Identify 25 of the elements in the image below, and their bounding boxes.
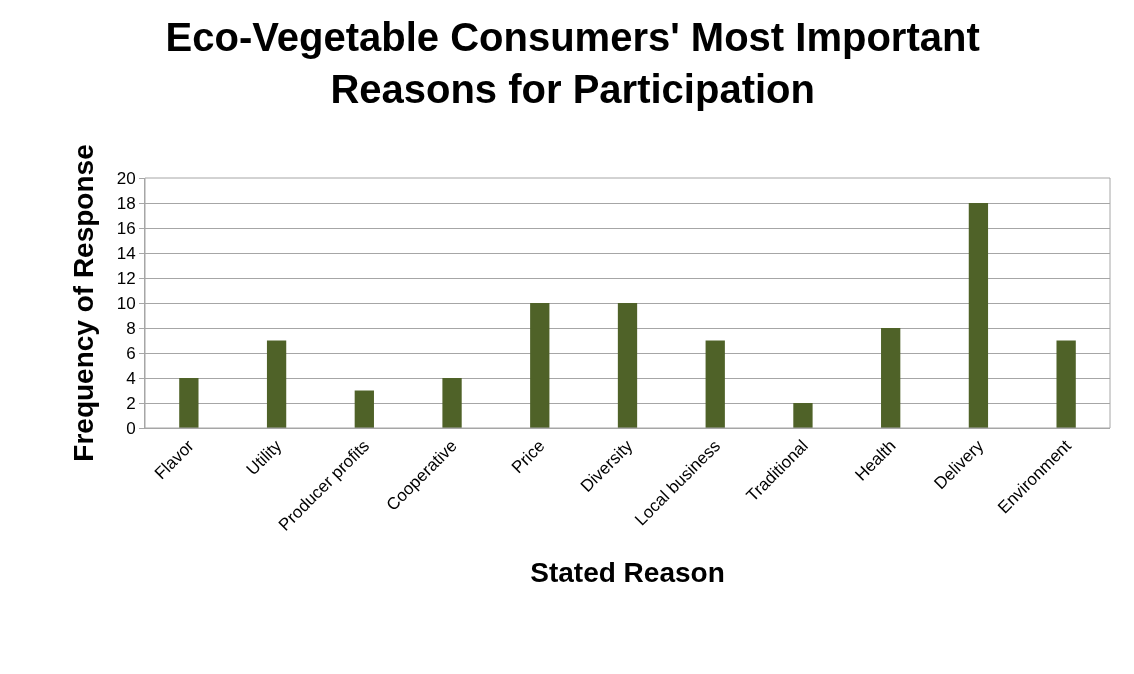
bar [968,203,989,428]
bar [705,340,725,428]
bar [442,378,462,428]
y-tick-label: 16 [116,218,136,238]
chart-title: Eco-Vegetable Consumers' Most Important Reasons for Participation [165,14,980,111]
x-axis-title: Stated Reason [530,556,725,588]
y-axis-title: Frequency of Response [68,144,100,462]
y-tick-label: 8 [126,318,136,338]
y-tick-label: 12 [116,268,136,288]
y-tick-label: 18 [116,193,136,213]
y-tick-label: 4 [126,368,136,388]
bar [793,403,813,428]
bar [1056,340,1076,428]
y-tick-label: 20 [116,168,136,188]
bar [617,303,638,428]
y-tick-label: 14 [116,243,136,263]
bar [530,303,550,428]
y-tick-label: 6 [126,343,136,363]
bar [881,328,901,428]
y-tick-label: 2 [126,393,136,413]
bar [354,390,374,428]
bar [179,378,199,428]
y-tick-label: 0 [126,418,136,438]
y-tick-label: 10 [116,293,136,313]
bar [266,340,287,428]
